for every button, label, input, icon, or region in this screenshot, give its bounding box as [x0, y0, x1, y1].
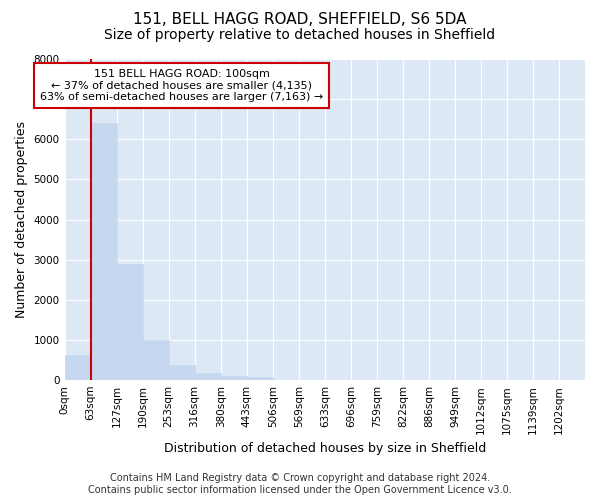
Bar — [169, 365, 194, 380]
Text: Contains HM Land Registry data © Crown copyright and database right 2024.
Contai: Contains HM Land Registry data © Crown c… — [88, 474, 512, 495]
Bar — [91, 123, 116, 380]
Bar — [116, 264, 143, 380]
Bar — [247, 378, 273, 380]
Text: 151 BELL HAGG ROAD: 100sqm
← 37% of detached houses are smaller (4,135)
63% of s: 151 BELL HAGG ROAD: 100sqm ← 37% of deta… — [40, 69, 323, 102]
X-axis label: Distribution of detached houses by size in Sheffield: Distribution of detached houses by size … — [164, 442, 486, 455]
Bar — [194, 372, 221, 380]
Text: Size of property relative to detached houses in Sheffield: Size of property relative to detached ho… — [104, 28, 496, 42]
Bar — [221, 376, 247, 380]
Bar — [65, 355, 91, 380]
Text: 151, BELL HAGG ROAD, SHEFFIELD, S6 5DA: 151, BELL HAGG ROAD, SHEFFIELD, S6 5DA — [133, 12, 467, 28]
Y-axis label: Number of detached properties: Number of detached properties — [15, 121, 28, 318]
Bar — [143, 340, 169, 380]
